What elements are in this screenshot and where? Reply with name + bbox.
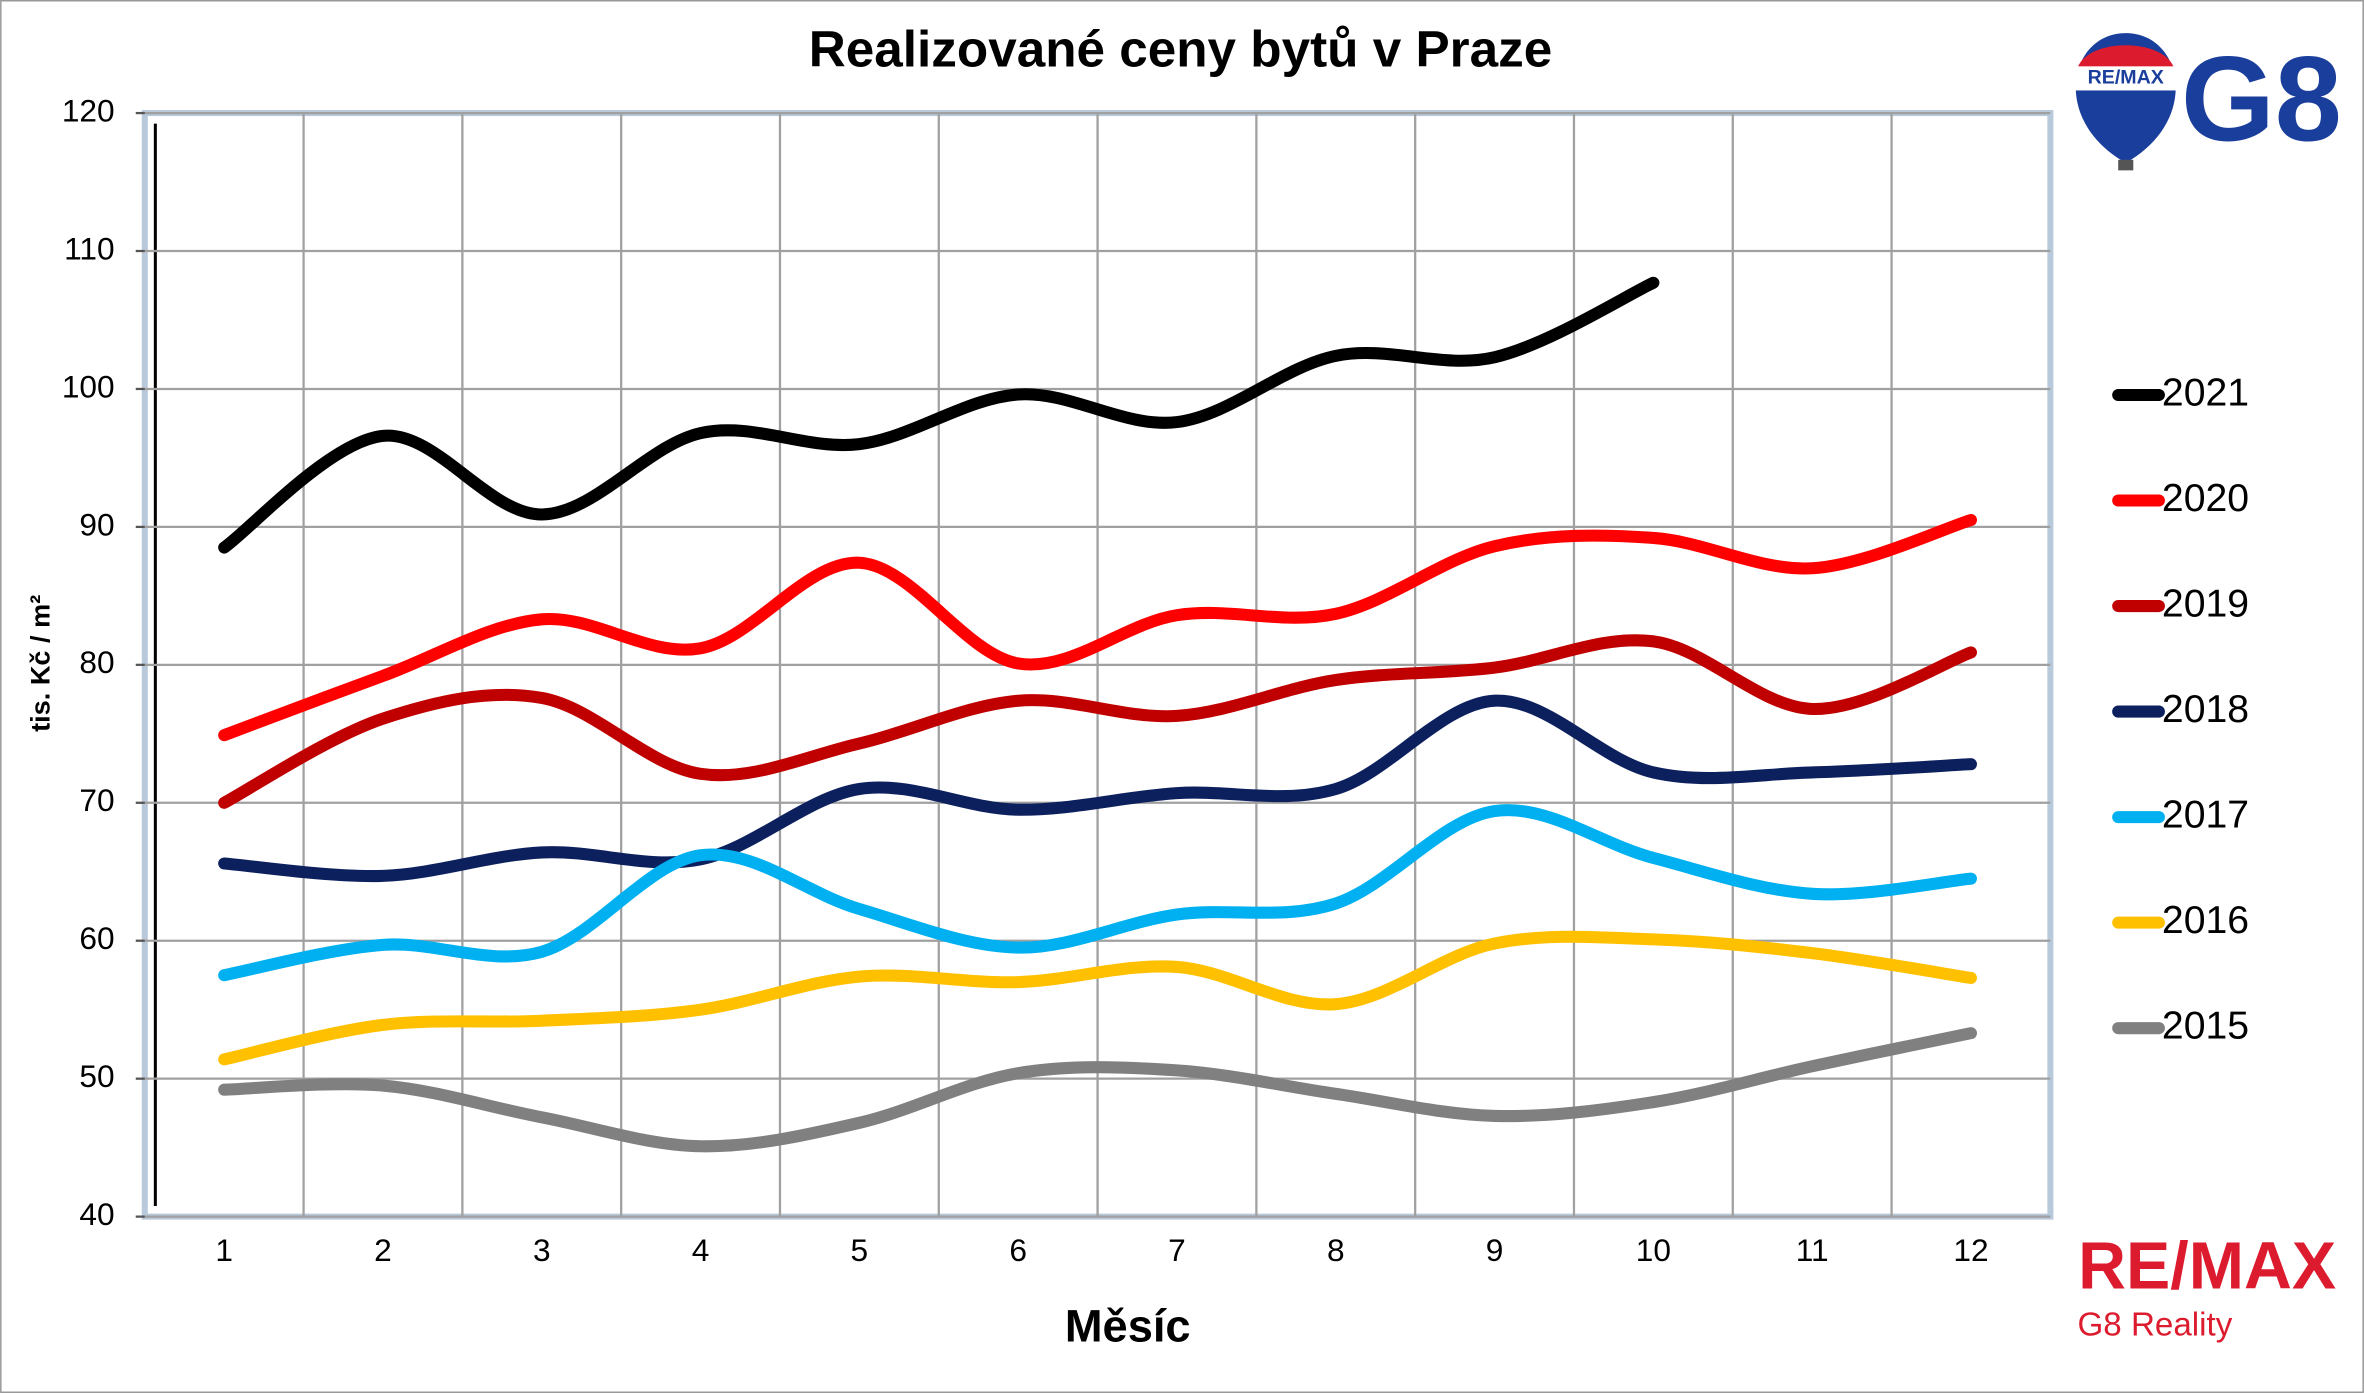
- x-tick-label: 7: [1168, 1232, 1186, 1268]
- legend: 2021 2020 2019 2018 2017 2016 2015: [2112, 371, 2249, 1048]
- y-tick-label: 90: [79, 506, 114, 542]
- x-axis-label: Měsíc: [1065, 1301, 1191, 1352]
- y-tick-label: 100: [62, 368, 115, 404]
- x-tick-label: 10: [1636, 1232, 1671, 1268]
- x-tick-label: 2: [374, 1232, 392, 1268]
- x-tick-label: 9: [1486, 1232, 1504, 1268]
- g8-logo: G8: [2181, 31, 2342, 166]
- remax-wordmark: RE/MAX: [2078, 1229, 2336, 1303]
- series-line: [218, 513, 1977, 742]
- balloon-text: RE/MAX: [2088, 67, 2164, 89]
- series-line: [218, 930, 1977, 1066]
- y-tick-label: 120: [62, 92, 115, 128]
- y-axis-label: tis. Kč / m²: [24, 595, 55, 732]
- legend-label: 2016: [2162, 899, 2249, 942]
- y-tick-label: 110: [64, 230, 114, 266]
- series-line: [218, 276, 1660, 554]
- chart-title: Realizované ceny bytů v Praze: [809, 20, 1552, 77]
- legend-label: 2018: [2162, 688, 2249, 731]
- x-tick-label: 4: [692, 1232, 710, 1268]
- y-tick-label: 60: [79, 920, 114, 956]
- legend-label: 2017: [2162, 793, 2249, 836]
- x-tick-label: 6: [1009, 1232, 1027, 1268]
- legend-label: 2019: [2162, 582, 2249, 625]
- series-line: [218, 804, 1977, 982]
- remax-balloon-logo: RE/MAX: [2074, 33, 2177, 171]
- x-tick-label: 1: [215, 1232, 233, 1268]
- x-tick-label: 11: [1796, 1232, 1829, 1268]
- series-line: [218, 1027, 1977, 1153]
- remax-subtitle: G8 Reality: [2078, 1306, 2233, 1343]
- x-tick-label: 12: [1953, 1232, 1988, 1268]
- legend-label: 2021: [2162, 371, 2249, 414]
- x-tick-label: 8: [1327, 1232, 1345, 1268]
- legend-label: 2020: [2162, 477, 2249, 520]
- series-line: [218, 634, 1977, 809]
- y-tick-label: 80: [79, 644, 114, 680]
- legend-label: 2015: [2162, 1005, 2249, 1048]
- y-tick-label: 40: [79, 1196, 114, 1232]
- x-tick-label: 3: [533, 1232, 551, 1268]
- series-lines: [218, 276, 1977, 1153]
- series-line: [218, 694, 1977, 883]
- y-tick-label: 70: [79, 782, 114, 818]
- y-tick-label: 50: [79, 1058, 114, 1094]
- x-tick-label: 5: [851, 1232, 869, 1268]
